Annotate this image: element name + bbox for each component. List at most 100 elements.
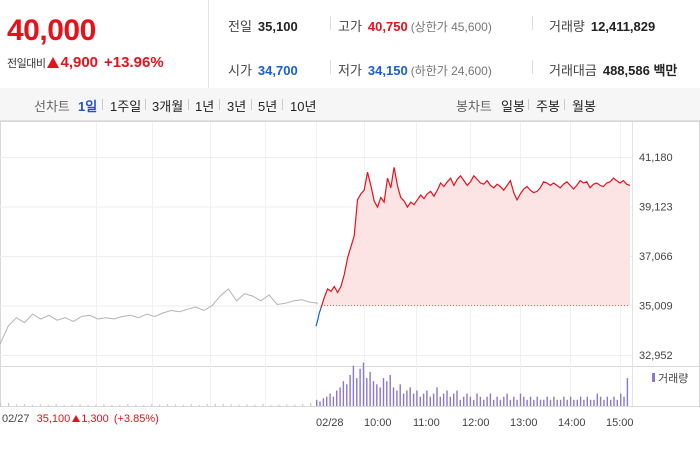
divider — [145, 99, 146, 110]
chart-lines — [0, 167, 631, 345]
volume-bar — [362, 362, 365, 406]
tab-5y[interactable]: 5년 — [258, 99, 278, 114]
volume-bar — [349, 375, 351, 406]
tab-monthly-candle[interactable]: 월봉 — [572, 99, 596, 114]
volume-bar — [39, 404, 41, 406]
volume-bar — [556, 399, 558, 406]
tab-weekly-candle[interactable]: 주봉 — [536, 99, 560, 114]
volume-bar — [326, 396, 328, 406]
volume-bar — [372, 381, 375, 406]
tab-3y[interactable]: 3년 — [227, 99, 247, 114]
prev-close-stat: 전일 35,100 — [228, 16, 298, 35]
volume-bar — [406, 390, 408, 406]
trade-value-stat: 거래대금 488,586 백만 — [549, 60, 677, 79]
volume-bar — [616, 399, 618, 406]
volume-bar — [476, 393, 478, 406]
x-tick-label: 10:00 — [364, 417, 392, 429]
volume-bar — [346, 384, 348, 406]
volume-bar — [0, 402, 2, 406]
volume-bar — [546, 396, 548, 406]
trade-value-label: 거래대금 — [549, 63, 597, 78]
volume-bar — [336, 390, 338, 406]
volume-legend-label: 거래량 — [658, 372, 688, 385]
trade-value-value: 488,586 백만 — [602, 63, 678, 78]
volume-bar — [329, 393, 331, 406]
prev-day-change-percent: (+3.85%) — [113, 413, 159, 425]
tab-daily-candle[interactable]: 일봉 — [501, 99, 525, 114]
x-tick-label: 13:00 — [510, 417, 538, 429]
volume-bar — [379, 387, 381, 406]
chart-tabs: 선차트 1일 1주일 3개월 1년 3년 5년 10년 봉차트 일봉 주봉 월봉 — [0, 88, 700, 121]
volume-bar — [71, 404, 73, 406]
lower-limit: (하한가 24,600) — [410, 64, 492, 78]
volume-bar — [356, 378, 358, 406]
tab-1w[interactable]: 1주일 — [110, 99, 142, 114]
x-tick-label: 02/28 — [316, 417, 344, 429]
volume-bar — [31, 404, 33, 406]
divider — [219, 99, 220, 110]
volume-bar — [613, 396, 615, 406]
high-stat: 고가 40,750 (상한가 45,600) — [338, 16, 492, 35]
prev-day-summary: 02/27 35,100 1,300 (+3.85%) — [2, 413, 159, 433]
divider — [564, 99, 565, 110]
tab-1d[interactable]: 1일 — [78, 99, 98, 114]
low-label: 저가 — [338, 63, 362, 78]
prev-day-change: 1,300 — [81, 413, 109, 425]
volume-bar — [246, 404, 248, 406]
divider — [282, 99, 283, 110]
volume-bar — [566, 399, 568, 406]
volume-bar — [593, 399, 595, 406]
volume-bar — [412, 393, 415, 406]
volume-bar — [322, 398, 325, 407]
volume-bar — [151, 404, 153, 406]
divider — [330, 16, 331, 30]
volume-bar — [359, 368, 361, 406]
prev-close-label: 전일 — [228, 19, 252, 34]
volume-bar — [15, 404, 18, 406]
volume-bar — [432, 393, 435, 406]
volume-bar — [366, 378, 368, 406]
volume-bar — [319, 401, 321, 407]
volume-bar — [214, 403, 216, 406]
x-tick-label: 12:00 — [462, 417, 490, 429]
quote-header: 40,000 전일대비 4,900 +13.96% 전일 35,100 고가 40,75… — [0, 0, 700, 89]
volume-bar — [402, 393, 405, 406]
volume-bar — [493, 399, 495, 406]
volume-bar — [376, 384, 378, 406]
volume-bar — [429, 396, 431, 406]
volume-bar — [610, 399, 612, 406]
volume-bar — [238, 404, 240, 406]
upper-limit: (상한가 45,600) — [410, 20, 492, 34]
open-label: 시가 — [228, 63, 252, 78]
today-area — [321, 167, 630, 309]
volume-bar — [392, 387, 395, 406]
volume-bar — [339, 387, 341, 406]
volume-bar — [583, 399, 585, 406]
volume-bar — [529, 396, 532, 406]
volume-bar — [573, 399, 575, 406]
volume-bar — [596, 393, 598, 406]
y-tick-label: 32,952 — [639, 350, 673, 362]
volume-bar — [166, 404, 169, 406]
volume-label: 거래량 — [549, 19, 585, 34]
prev-day-date: 02/27 — [2, 413, 30, 425]
volume-bar — [533, 399, 535, 406]
volume-bar — [589, 399, 592, 406]
x-tick-label: 15:00 — [606, 417, 634, 429]
y-tick-label: 37,066 — [639, 251, 673, 263]
tab-10y[interactable]: 10년 — [290, 99, 317, 114]
tab-1y[interactable]: 1년 — [195, 99, 215, 114]
prev-day-close: 35,100 — [36, 413, 71, 425]
volume-bar — [439, 396, 441, 406]
volume-bar — [519, 393, 522, 406]
tab-3m[interactable]: 3개월 — [152, 99, 184, 114]
volume-bar — [382, 378, 385, 406]
volume-bar — [579, 396, 582, 406]
volume-bar — [473, 399, 475, 406]
volume-bar — [111, 405, 113, 406]
volume-bar — [496, 396, 498, 406]
price-box: 40,000 전일대비 4,900 +13.96% — [0, 0, 209, 88]
volume-bar — [103, 404, 105, 406]
volume-bar — [230, 404, 232, 406]
